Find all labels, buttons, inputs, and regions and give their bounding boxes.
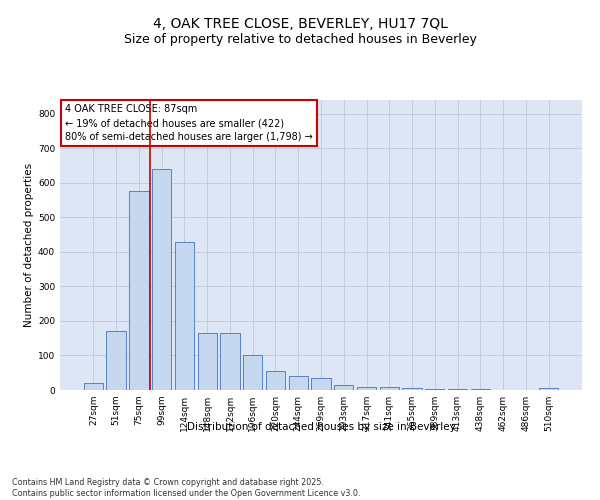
Text: Contains HM Land Registry data © Crown copyright and database right 2025.
Contai: Contains HM Land Registry data © Crown c… [12,478,361,498]
Bar [197,333,217,390]
Y-axis label: Number of detached properties: Number of detached properties [24,163,34,327]
Bar [175,242,194,390]
Bar [334,385,353,390]
Bar [152,169,172,390]
Bar [129,192,149,390]
Bar [357,386,376,390]
Bar [84,383,103,390]
Text: Size of property relative to detached houses in Beverley: Size of property relative to detached ho… [124,32,476,46]
Bar [289,376,308,390]
Text: Distribution of detached houses by size in Beverley: Distribution of detached houses by size … [187,422,455,432]
Bar [106,332,126,390]
Bar [448,389,467,390]
Bar [403,388,422,390]
Text: 4 OAK TREE CLOSE: 87sqm
← 19% of detached houses are smaller (422)
80% of semi-d: 4 OAK TREE CLOSE: 87sqm ← 19% of detache… [65,104,313,142]
Bar [266,371,285,390]
Bar [311,378,331,390]
Text: 4, OAK TREE CLOSE, BEVERLEY, HU17 7QL: 4, OAK TREE CLOSE, BEVERLEY, HU17 7QL [152,18,448,32]
Bar [539,388,558,390]
Bar [220,333,239,390]
Bar [380,387,399,390]
Bar [243,356,262,390]
Bar [425,388,445,390]
